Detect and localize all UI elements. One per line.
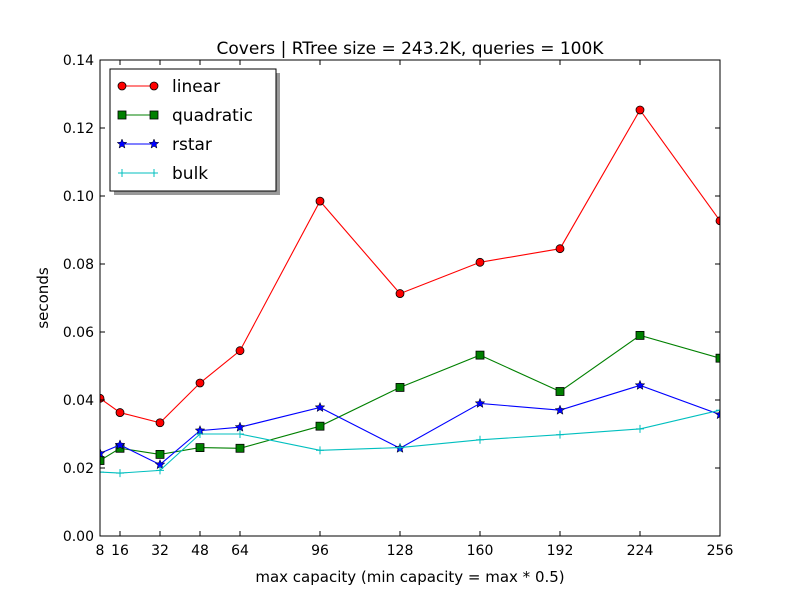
data-point-bulk-160 xyxy=(476,435,484,444)
data-point-linear-48 xyxy=(195,378,205,388)
data-point-linear-224 xyxy=(635,105,645,115)
legend: linear quadratic rstar bulk xyxy=(109,68,280,195)
x-tick-label: 192 xyxy=(547,543,574,559)
chart-title: Covers | RTree size = 243.2K, queries = … xyxy=(217,39,605,59)
data-point-quadratic-256 xyxy=(715,353,720,363)
data-point-bulk-192 xyxy=(556,430,564,439)
legend-marker-rstar-start xyxy=(116,138,128,149)
data-point-quadratic-8 xyxy=(100,456,105,465)
x-tick-label: 256 xyxy=(707,543,734,559)
series-quadratic xyxy=(100,330,720,465)
x-axis-label: max capacity (min capacity = max * 0.5) xyxy=(255,568,564,586)
legend-box xyxy=(109,68,277,192)
data-point-bulk-224 xyxy=(636,424,644,433)
data-point-rstar-8 xyxy=(100,447,106,458)
data-point-rstar-256 xyxy=(714,408,720,420)
series-linear xyxy=(100,105,720,428)
x-tick-label: 224 xyxy=(627,543,654,559)
y-tick-label: 0.04 xyxy=(63,393,94,409)
data-point-quadratic-48 xyxy=(195,443,205,453)
y-axis-label: seconds xyxy=(34,267,52,328)
legend-marker-quadratic-end xyxy=(149,110,159,120)
legend-marker-quadratic-start xyxy=(117,110,127,120)
x-tick-label: 64 xyxy=(231,543,249,559)
legend-item-bulk: bulk xyxy=(118,164,208,184)
legend-item-linear: linear xyxy=(117,77,220,97)
data-point-rstar-224 xyxy=(634,379,646,390)
data-point-rstar-96 xyxy=(314,401,326,413)
y-tick-label: 0.00 xyxy=(63,529,94,545)
legend-marker-bulk-start xyxy=(118,169,126,177)
data-point-rstar-64 xyxy=(234,421,246,432)
data-point-linear-192 xyxy=(555,244,565,254)
data-point-quadratic-192 xyxy=(555,387,565,396)
legend-label-rstar: rstar xyxy=(172,135,212,155)
legend-item-rstar: rstar xyxy=(116,135,212,155)
y-tick-label: 0.08 xyxy=(63,257,94,273)
data-point-linear-96 xyxy=(315,196,325,206)
data-point-quadratic-160 xyxy=(475,350,485,360)
legend-marker-linear-end xyxy=(149,81,159,91)
legend-label-quadratic: quadratic xyxy=(172,106,253,126)
data-point-linear-16 xyxy=(115,408,125,417)
data-point-bulk-64 xyxy=(236,430,244,438)
data-point-linear-32 xyxy=(155,418,165,428)
data-point-bulk-32 xyxy=(156,466,164,475)
data-point-bulk-8 xyxy=(100,468,104,477)
data-point-quadratic-96 xyxy=(315,421,325,431)
legend-label-bulk: bulk xyxy=(172,164,208,184)
x-tick-label: 16 xyxy=(111,543,129,559)
legend-marker-bulk-end xyxy=(150,169,158,177)
x-tick-label: 8 xyxy=(96,543,105,559)
y-tick-label: 0.06 xyxy=(63,325,94,341)
data-point-quadratic-224 xyxy=(635,330,645,340)
data-point-bulk-96 xyxy=(316,446,324,455)
x-tick-label: 96 xyxy=(311,543,329,559)
data-point-bulk-128 xyxy=(396,443,404,452)
x-tick-label: 32 xyxy=(151,543,169,559)
legend-marker-rstar-end xyxy=(148,138,160,149)
data-point-bulk-16 xyxy=(116,469,124,478)
y-tick-label: 0.12 xyxy=(63,121,94,137)
data-point-rstar-160 xyxy=(474,397,486,408)
plot-frame xyxy=(99,59,721,537)
series-bulk xyxy=(100,406,720,478)
legend-marker-linear-start xyxy=(117,81,127,91)
data-point-quadratic-128 xyxy=(395,383,405,392)
data-point-linear-64 xyxy=(235,346,245,356)
data-point-bulk-256 xyxy=(716,406,720,415)
ticks-layer: 8 16 32 48 64 96 128 160 192 224 256 0.00 0.02 0.04 0.… xyxy=(63,53,734,559)
data-point-rstar-192 xyxy=(554,404,566,415)
x-tick-label: 160 xyxy=(467,543,494,559)
data-point-quadratic-32 xyxy=(155,449,165,459)
y-tick-label: 0.02 xyxy=(63,461,94,477)
legend-label-linear: linear xyxy=(172,77,220,97)
y-tick-label: 0.10 xyxy=(63,189,94,205)
data-point-bulk-48 xyxy=(196,430,204,438)
data-point-quadratic-64 xyxy=(235,443,245,453)
data-point-linear-128 xyxy=(395,289,405,298)
data-point-rstar-16 xyxy=(114,439,126,450)
y-tick-label: 0.14 xyxy=(63,53,94,69)
x-tick-label: 128 xyxy=(387,543,414,559)
series-layer xyxy=(100,105,720,478)
x-tick-label: 48 xyxy=(191,543,209,559)
data-point-linear-160 xyxy=(475,257,485,267)
data-point-linear-256 xyxy=(715,216,720,226)
legend-item-quadratic: quadratic xyxy=(117,106,253,126)
